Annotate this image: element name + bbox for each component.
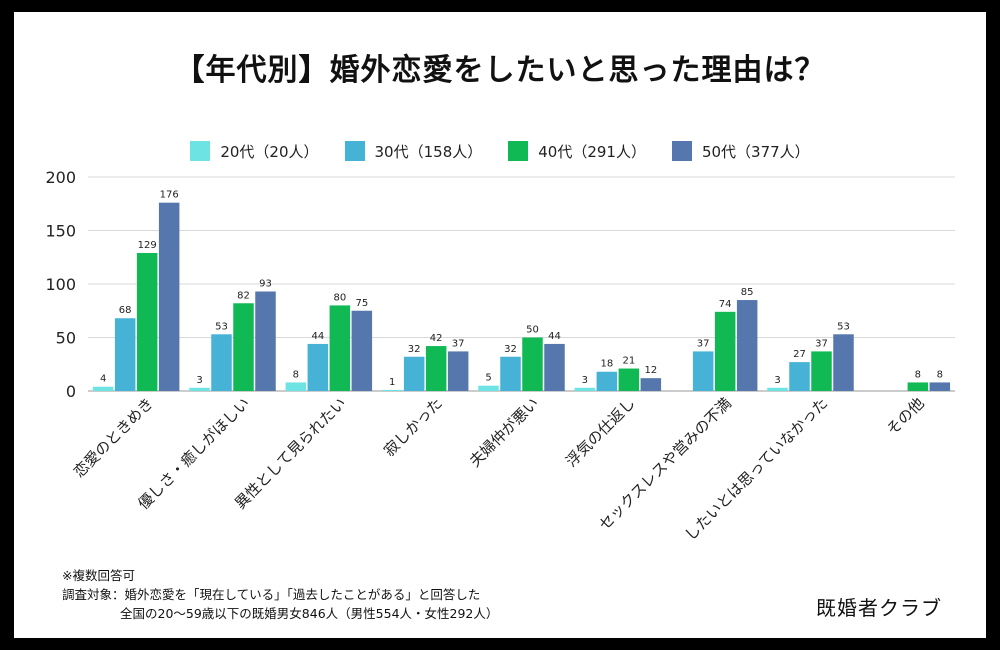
- data-label-7-1: 27: [793, 349, 806, 360]
- bar-4-0: [478, 385, 499, 391]
- footnotes: ※複数回答可 調査対象：婚外恋愛を「現在している」「過去したことがある」と回答し…: [62, 566, 498, 623]
- x-tick-label-2: 異性として見られたい: [231, 394, 349, 512]
- data-label-1-3: 93: [259, 278, 272, 289]
- y-tick-label-100: 100: [45, 275, 76, 294]
- data-label-2-0: 8: [293, 369, 299, 380]
- bar-4-1: [500, 356, 521, 391]
- data-label-3-1: 32: [408, 344, 421, 355]
- legend-item-40s: 40代（291人）: [508, 140, 646, 162]
- data-label-0-2: 129: [138, 240, 157, 251]
- legend-swatch-40s: [508, 141, 529, 161]
- y-tick-label-0: 0: [66, 382, 76, 401]
- brand-logo-text: 既婚者クラブ: [816, 596, 942, 620]
- bar-8-3: [929, 382, 951, 391]
- bar-3-2: [425, 346, 447, 391]
- legend-item-30s: 30代（158人）: [344, 140, 483, 162]
- legend-label-50s: 50代（377人）: [701, 142, 810, 161]
- data-label-8-2: 8: [915, 369, 921, 380]
- data-label-2-1: 44: [311, 331, 324, 342]
- data-label-2-2: 80: [333, 292, 346, 303]
- bar-5-3: [640, 378, 662, 391]
- data-label-7-2: 37: [815, 338, 828, 349]
- bar-7-1: [789, 362, 810, 391]
- bar-4-3: [544, 343, 565, 391]
- legend: 20代（20人） 30代（158人） 40代（291人） 50代（377人）: [0, 140, 1000, 162]
- y-tick-label-50: 50: [56, 329, 76, 348]
- legend-swatch-20s: [190, 141, 211, 161]
- data-label-6-3: 85: [741, 287, 754, 298]
- x-tick-label-4: 夫婦仲が悪い: [466, 394, 542, 470]
- data-label-6-1: 37: [697, 338, 710, 349]
- chart-title: 【年代別】婚外恋愛をしたいと思った理由は？: [174, 53, 826, 88]
- data-label-4-2: 50: [526, 325, 539, 336]
- bar-1-2: [233, 303, 254, 391]
- x-tick-label-8: その他: [883, 394, 928, 439]
- x-tick-label-5: 浮気の仕返し: [562, 394, 638, 470]
- data-label-4-1: 32: [504, 344, 517, 355]
- bar-2-0: [285, 382, 307, 391]
- data-label-1-2: 82: [237, 290, 250, 301]
- data-label-4-3: 44: [548, 331, 561, 342]
- bar-6-3: [736, 300, 758, 391]
- bar-0-0: [92, 386, 114, 391]
- bar-3-3: [447, 351, 469, 391]
- bar-0-1: [114, 318, 136, 391]
- data-label-1-0: 3: [196, 375, 202, 386]
- legend-label-30s: 30代（158人）: [374, 142, 483, 161]
- legend-swatch-30s: [344, 141, 365, 161]
- data-label-4-0: 5: [485, 373, 491, 384]
- bar-0-3: [158, 202, 180, 391]
- data-label-1-1: 53: [215, 321, 228, 332]
- legend-item-50s: 50代（377人）: [671, 140, 810, 162]
- data-label-3-2: 42: [430, 333, 443, 344]
- data-label-6-2: 74: [719, 299, 732, 310]
- bar-3-0: [381, 389, 403, 391]
- data-label-7-3: 53: [837, 321, 850, 332]
- bar-5-1: [596, 371, 618, 391]
- bar-1-0: [189, 387, 210, 391]
- bar-6-2: [714, 311, 736, 391]
- legend-swatch-50s: [671, 141, 692, 161]
- bar-7-2: [811, 351, 832, 391]
- footnote-survey-target: 調査対象：婚外恋愛を「現在している」「過去したことがある」と回答した: [62, 587, 481, 602]
- bar-5-0: [574, 387, 596, 391]
- data-label-0-3: 176: [160, 190, 179, 201]
- data-label-2-3: 75: [355, 298, 368, 309]
- legend-label-20s: 20代（20人）: [220, 142, 319, 161]
- footnote-survey-population: 全国の20〜59歳以下の既婚男女846人（男性554人・女性292人）: [120, 606, 499, 621]
- data-label-5-1: 18: [600, 359, 613, 370]
- bar-1-3: [255, 291, 276, 391]
- bar-4-2: [522, 337, 543, 391]
- data-label-3-3: 37: [452, 338, 465, 349]
- data-label-0-1: 68: [119, 305, 132, 316]
- data-label-0-0: 4: [100, 374, 106, 385]
- bar-0-2: [136, 252, 158, 391]
- y-tick-label-150: 150: [45, 222, 76, 241]
- x-tick-label-0: 恋愛のときめき: [70, 394, 157, 481]
- data-label-5-3: 12: [644, 365, 657, 376]
- bar-2-3: [351, 310, 373, 391]
- data-label-8-3: 8: [937, 369, 943, 380]
- x-tick-label-3: 寂しかった: [380, 394, 446, 460]
- data-label-5-0: 3: [582, 375, 588, 386]
- bar-2-1: [307, 343, 329, 391]
- bar-1-1: [211, 334, 232, 391]
- bar-2-2: [329, 305, 351, 391]
- bar-7-3: [833, 334, 854, 391]
- bar-5-2: [618, 368, 640, 391]
- y-tick-label-200: 200: [45, 168, 76, 187]
- footnote-multiple-answers: ※複数回答可: [62, 568, 135, 583]
- data-label-3-0: 1: [389, 377, 395, 388]
- bar-6-1: [692, 351, 714, 391]
- bar-8-2: [907, 382, 929, 391]
- bar-3-1: [403, 356, 425, 391]
- legend-label-40s: 40代（291人）: [538, 142, 646, 161]
- bar-7-0: [767, 387, 788, 391]
- data-label-5-2: 21: [622, 356, 635, 367]
- legend-item-20s: 20代（20人）: [190, 140, 319, 162]
- data-label-7-0: 3: [774, 375, 780, 386]
